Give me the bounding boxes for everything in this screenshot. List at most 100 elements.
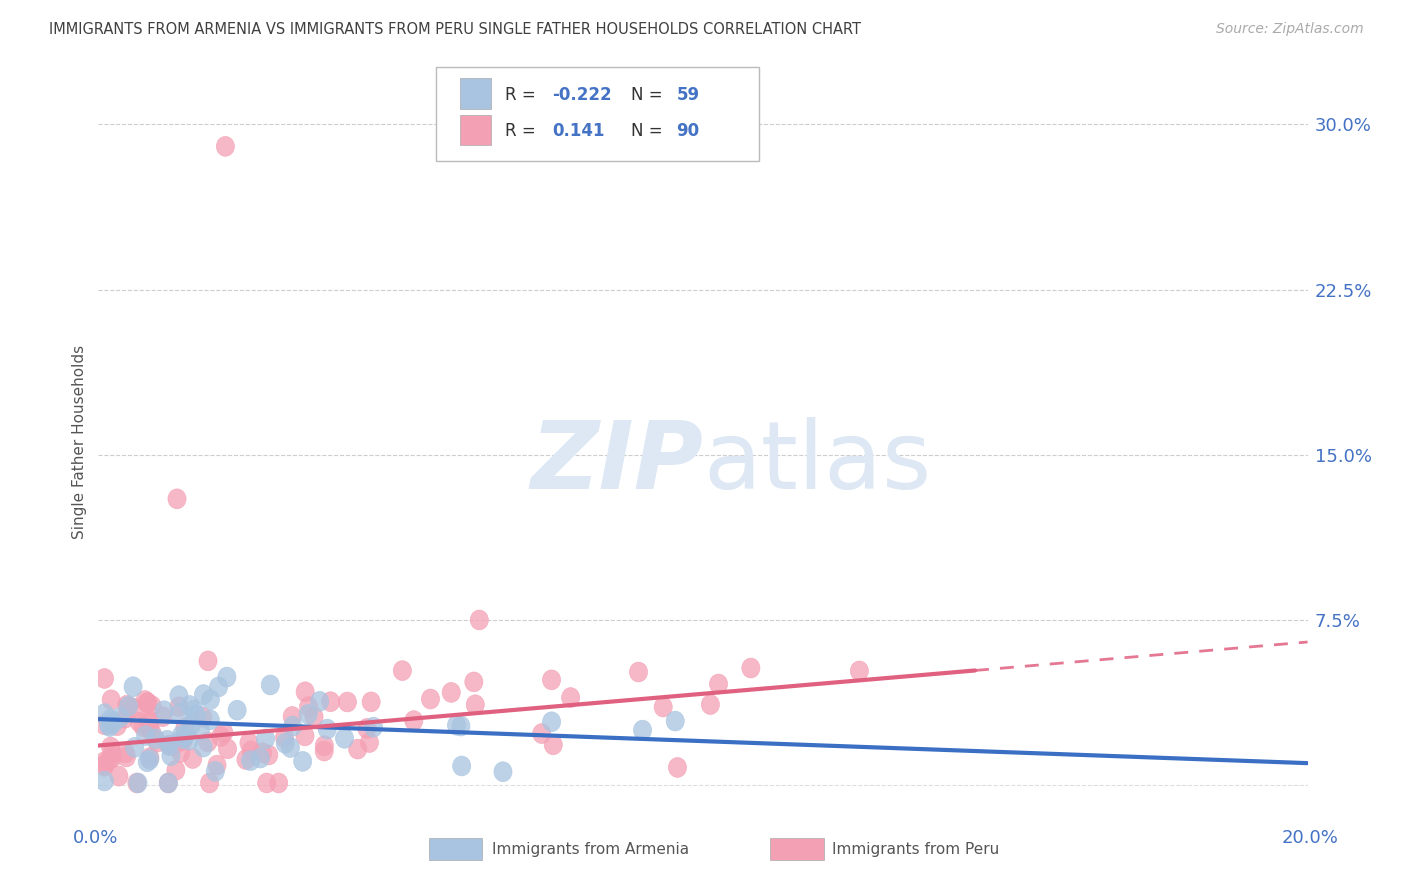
Ellipse shape	[120, 696, 138, 716]
Ellipse shape	[153, 706, 172, 727]
Ellipse shape	[236, 749, 254, 770]
Ellipse shape	[710, 674, 727, 694]
Ellipse shape	[262, 675, 280, 695]
Text: 90: 90	[676, 122, 699, 140]
Ellipse shape	[218, 739, 236, 759]
Ellipse shape	[666, 711, 685, 731]
Ellipse shape	[543, 670, 561, 690]
Y-axis label: Single Father Households: Single Father Households	[72, 344, 87, 539]
Ellipse shape	[146, 729, 165, 748]
Ellipse shape	[494, 762, 512, 781]
Text: 59: 59	[676, 87, 699, 104]
Ellipse shape	[394, 661, 412, 681]
Ellipse shape	[191, 720, 209, 739]
Ellipse shape	[124, 698, 142, 718]
Ellipse shape	[363, 692, 380, 712]
Ellipse shape	[364, 717, 382, 737]
Ellipse shape	[187, 705, 205, 724]
Ellipse shape	[294, 751, 312, 772]
Ellipse shape	[173, 729, 191, 748]
Text: Immigrants from Peru: Immigrants from Peru	[832, 842, 1000, 856]
Ellipse shape	[120, 698, 138, 717]
Ellipse shape	[180, 731, 198, 750]
Ellipse shape	[318, 719, 336, 739]
Ellipse shape	[170, 686, 188, 706]
Ellipse shape	[118, 695, 136, 715]
Ellipse shape	[124, 677, 142, 697]
Ellipse shape	[228, 700, 246, 720]
Ellipse shape	[242, 751, 260, 771]
Ellipse shape	[138, 752, 156, 772]
Ellipse shape	[162, 746, 180, 765]
Ellipse shape	[143, 696, 162, 715]
Ellipse shape	[104, 747, 122, 767]
Ellipse shape	[253, 743, 271, 763]
Ellipse shape	[177, 725, 194, 746]
Ellipse shape	[101, 709, 120, 730]
Ellipse shape	[96, 756, 114, 776]
Ellipse shape	[108, 715, 127, 736]
Ellipse shape	[139, 710, 156, 730]
Ellipse shape	[131, 712, 148, 732]
Ellipse shape	[257, 773, 276, 793]
Ellipse shape	[470, 610, 488, 630]
Ellipse shape	[141, 749, 159, 770]
Ellipse shape	[561, 688, 579, 707]
Ellipse shape	[349, 739, 367, 759]
Ellipse shape	[215, 723, 233, 742]
Ellipse shape	[284, 716, 302, 736]
Text: Immigrants from Armenia: Immigrants from Armenia	[492, 842, 689, 856]
Ellipse shape	[136, 725, 155, 746]
Ellipse shape	[851, 661, 869, 681]
Text: N =: N =	[631, 122, 668, 140]
Ellipse shape	[96, 752, 114, 772]
Ellipse shape	[173, 725, 190, 746]
Ellipse shape	[160, 735, 179, 756]
Text: atlas: atlas	[703, 417, 931, 509]
Ellipse shape	[125, 738, 143, 757]
Text: IMMIGRANTS FROM ARMENIA VS IMMIGRANTS FROM PERU SINGLE FATHER HOUSEHOLDS CORRELA: IMMIGRANTS FROM ARMENIA VS IMMIGRANTS FR…	[49, 22, 862, 37]
Ellipse shape	[136, 690, 155, 710]
Ellipse shape	[100, 750, 118, 770]
Ellipse shape	[101, 716, 118, 737]
Ellipse shape	[184, 748, 201, 768]
Ellipse shape	[96, 714, 114, 735]
Ellipse shape	[117, 747, 135, 767]
Ellipse shape	[103, 690, 121, 710]
Ellipse shape	[441, 682, 460, 702]
Text: 0.0%: 0.0%	[73, 830, 118, 847]
Ellipse shape	[110, 766, 128, 786]
Ellipse shape	[176, 718, 194, 738]
Ellipse shape	[170, 704, 188, 723]
Ellipse shape	[702, 695, 720, 714]
Text: ZIP: ZIP	[530, 417, 703, 509]
Ellipse shape	[634, 720, 651, 740]
Ellipse shape	[183, 715, 201, 735]
Ellipse shape	[270, 773, 288, 793]
Ellipse shape	[194, 707, 212, 727]
Ellipse shape	[208, 756, 226, 775]
Ellipse shape	[299, 697, 318, 716]
Ellipse shape	[339, 692, 357, 712]
Ellipse shape	[256, 729, 274, 748]
Ellipse shape	[172, 743, 190, 763]
Ellipse shape	[165, 736, 183, 756]
Ellipse shape	[194, 685, 212, 705]
Ellipse shape	[201, 773, 218, 793]
Ellipse shape	[160, 735, 179, 756]
Ellipse shape	[276, 728, 294, 747]
Ellipse shape	[295, 726, 314, 746]
Ellipse shape	[544, 735, 562, 755]
Ellipse shape	[281, 738, 299, 757]
Ellipse shape	[167, 760, 186, 780]
Text: -0.222: -0.222	[553, 87, 612, 104]
Ellipse shape	[129, 773, 148, 793]
Ellipse shape	[167, 489, 186, 508]
Ellipse shape	[311, 691, 329, 711]
Text: N =: N =	[631, 87, 668, 104]
Ellipse shape	[297, 681, 314, 702]
Text: 0.141: 0.141	[553, 122, 605, 140]
Ellipse shape	[148, 732, 166, 752]
Ellipse shape	[212, 727, 229, 747]
Ellipse shape	[138, 693, 156, 713]
